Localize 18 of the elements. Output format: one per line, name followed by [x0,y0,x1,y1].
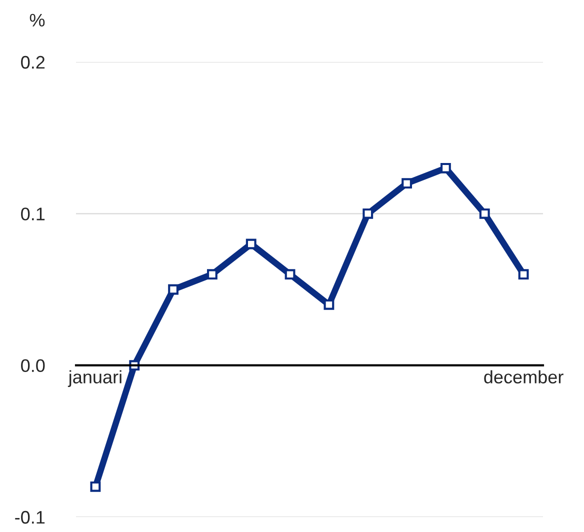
x-tick-label: december [484,370,564,384]
point [518,269,529,280]
y-tick-label: 0.2 [21,56,45,69]
point [362,208,374,219]
y-tick-label: 0.0 [21,359,45,372]
point [284,269,296,280]
x-tick-label: januari [68,370,122,388]
point [440,162,451,174]
y-axis-title: % [30,14,45,27]
point [479,208,490,219]
y-tick-label: -0.1 [15,510,45,524]
y-tick-label: 0.1 [21,208,45,220]
point [90,481,101,492]
point [324,299,334,310]
point [246,238,256,250]
point [168,284,179,295]
point [206,269,218,280]
point [402,178,412,189]
